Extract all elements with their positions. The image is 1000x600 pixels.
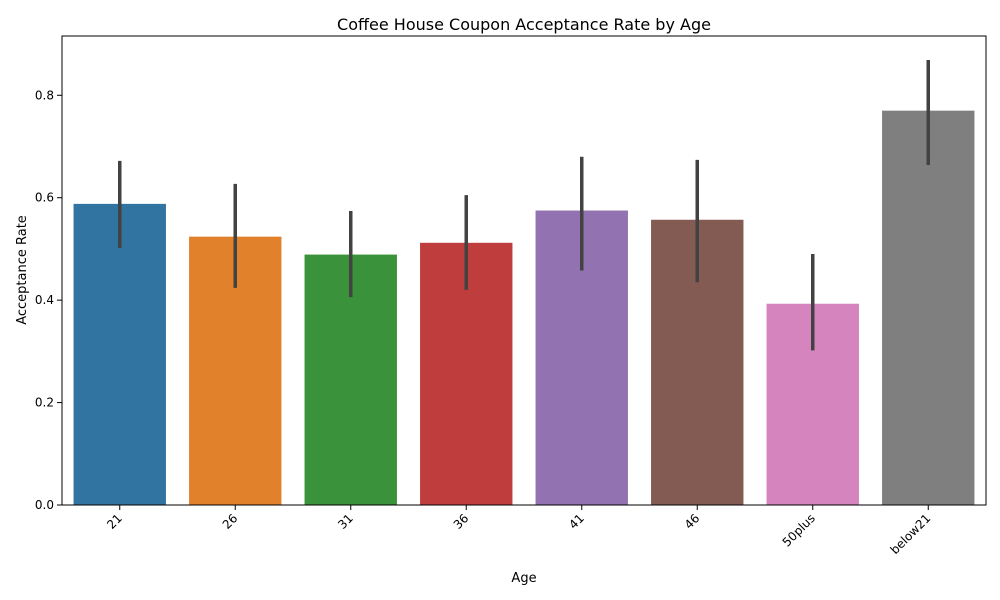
y-axis: 0.0 0.2 0.4 0.6 0.8 bbox=[35, 88, 62, 512]
bars-group bbox=[73, 110, 975, 506]
x-tick-label-50plus: 50plus bbox=[780, 511, 818, 549]
error-bars-group bbox=[118, 59, 930, 351]
bar-21 bbox=[73, 203, 166, 506]
chart-title: Coffee House Coupon Acceptance Rate by A… bbox=[337, 15, 711, 34]
x-tick-label-21: 21 bbox=[104, 511, 125, 532]
x-axis-label: Age bbox=[511, 571, 536, 586]
x-tick-label-41: 41 bbox=[566, 511, 587, 532]
x-tick-label-below21: below21 bbox=[888, 511, 934, 557]
y-tick-label: 0.4 bbox=[35, 293, 54, 307]
y-axis-label: Acceptance Rate bbox=[15, 215, 30, 325]
y-tick-label: 0.2 bbox=[35, 396, 54, 410]
x-axis: 21 26 31 36 41 46 50plus below21 bbox=[104, 505, 933, 557]
plot-frame bbox=[61, 35, 987, 506]
y-tick-label: 0.0 bbox=[35, 498, 54, 512]
bar-below21 bbox=[882, 110, 975, 505]
x-tick-label-26: 26 bbox=[220, 511, 241, 532]
y-tick-label: 0.6 bbox=[35, 191, 54, 205]
x-tick-label-46: 46 bbox=[682, 511, 703, 532]
y-tick-label: 0.8 bbox=[35, 88, 54, 102]
x-tick-label-36: 36 bbox=[451, 511, 472, 532]
x-tick-label-31: 31 bbox=[335, 511, 356, 532]
